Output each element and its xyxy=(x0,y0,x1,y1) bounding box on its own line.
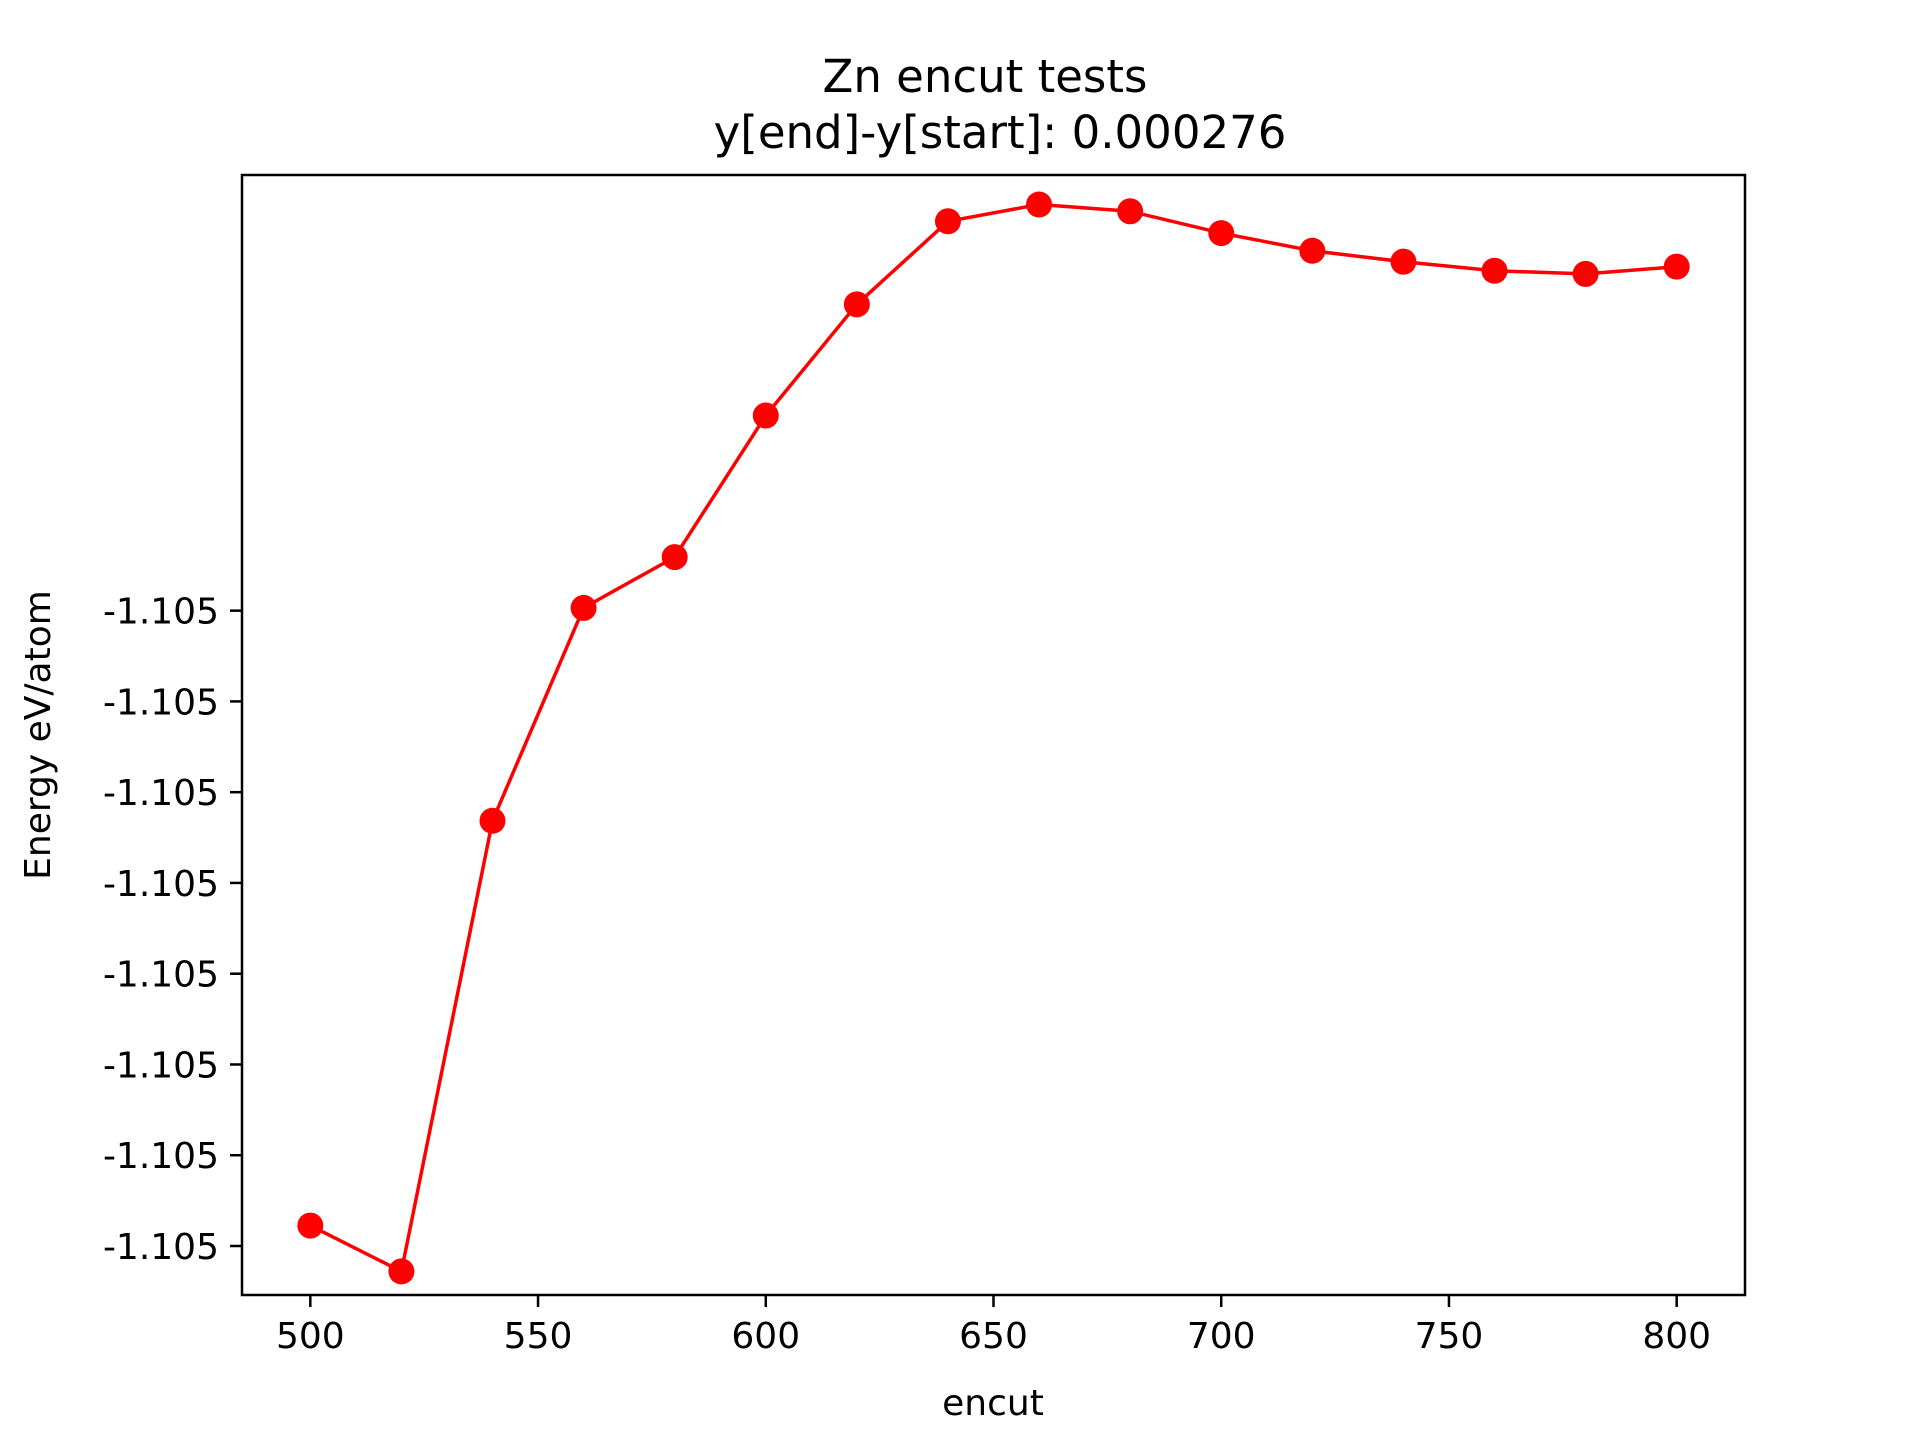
y-tick-label: -1.105 xyxy=(103,1136,219,1177)
x-tick-label: 800 xyxy=(1642,1316,1711,1357)
y-tick-label: -1.105 xyxy=(103,1227,219,1268)
data-point xyxy=(1026,191,1053,218)
x-tick-label: 700 xyxy=(1187,1316,1256,1357)
data-point xyxy=(570,594,597,621)
data-point xyxy=(1299,237,1326,264)
x-tick-label: 650 xyxy=(959,1316,1028,1357)
data-point xyxy=(661,544,688,571)
data-point xyxy=(934,208,961,235)
data-point xyxy=(479,807,506,834)
y-axis-ticks: -1.105 -1.105 -1.105 -1.105 -1.105 -1.105 -1.1… xyxy=(103,592,242,1268)
data-point xyxy=(1481,257,1508,284)
y-tick-label: -1.105 xyxy=(103,955,219,996)
y-tick-label: -1.105 xyxy=(103,773,219,814)
data-point xyxy=(752,402,779,429)
x-tick-label: 500 xyxy=(276,1316,345,1357)
data-point xyxy=(388,1258,415,1285)
series-layer xyxy=(297,191,1690,1285)
x-axis-ticks: 500 550 600 650 700 750 800 xyxy=(276,1295,1711,1357)
y-tick-label: -1.105 xyxy=(103,864,219,905)
data-point xyxy=(297,1212,324,1239)
series-line xyxy=(309,202,1677,1274)
chart-title: Zn encut tests xyxy=(823,50,1148,103)
x-tick-label: 550 xyxy=(504,1316,573,1357)
y-axis-label: Energy eV/atom xyxy=(18,590,59,880)
data-point xyxy=(1663,253,1690,280)
x-axis-label: encut xyxy=(942,1383,1044,1424)
x-tick-label: 750 xyxy=(1415,1316,1484,1357)
data-point xyxy=(1572,260,1599,287)
data-point xyxy=(1208,220,1235,247)
data-point xyxy=(1117,198,1144,225)
y-tick-label: -1.105 xyxy=(103,1045,219,1086)
chart-subtitle: y[end]-y[start]: 0.000276 xyxy=(714,106,1287,159)
y-tick-label: -1.105 xyxy=(103,682,219,723)
data-point xyxy=(843,291,870,318)
data-point xyxy=(1390,248,1417,275)
x-tick-label: 600 xyxy=(731,1316,800,1357)
y-tick-label: -1.105 xyxy=(103,592,219,633)
